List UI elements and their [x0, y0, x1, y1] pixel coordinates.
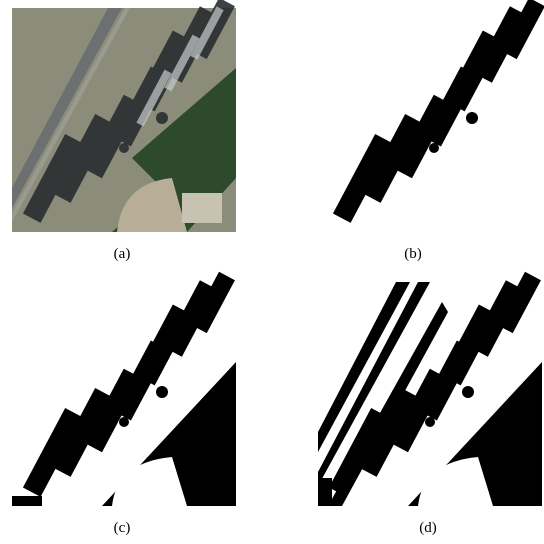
panel-label: (c) — [114, 520, 131, 536]
aerial-image — [12, 0, 236, 232]
mask-b — [333, 0, 544, 223]
mask-c — [12, 272, 236, 506]
panel-label: (b) — [404, 246, 422, 262]
mask-d — [318, 272, 542, 506]
panel-label: (a) — [114, 246, 131, 262]
panel-label: (d) — [419, 520, 437, 536]
figure: (a) (b) (c) (d) — [0, 0, 544, 544]
